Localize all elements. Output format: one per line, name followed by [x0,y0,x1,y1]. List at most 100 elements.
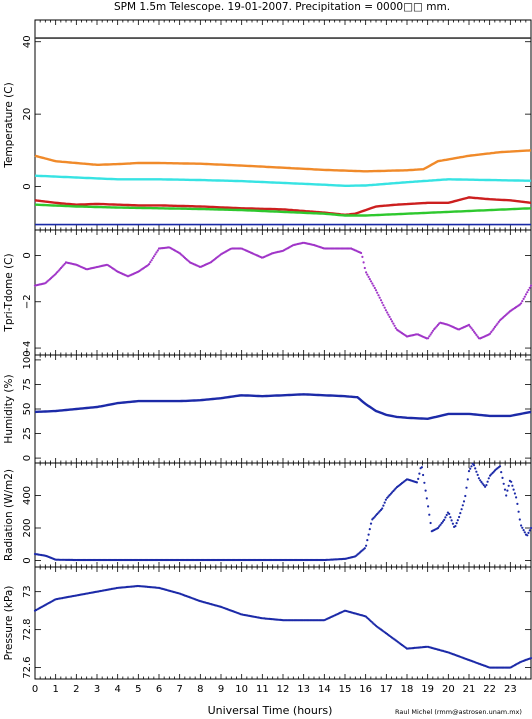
y-tick-label: 200 [22,518,33,537]
series-line-4 [35,203,532,217]
data-point [431,329,435,332]
data-point [474,332,477,335]
data-point [501,476,504,479]
data-point [529,657,532,660]
data-point [465,486,468,489]
data-point [429,333,432,336]
data-point [363,266,366,270]
x-axis-label: Universal Time (hours) [208,704,333,717]
data-point [372,517,375,520]
series-line-1 [34,149,532,173]
data-point [489,332,492,335]
data-point [484,485,487,488]
panel-frame [34,19,532,231]
data-point [368,528,371,531]
y-axis-label: Temperature (C) [3,82,15,168]
data-point [495,324,498,327]
x-tick-label: 0 [32,684,38,695]
data-point [512,488,515,491]
y-tick-label: 73 [22,585,33,598]
y-tick-label: 72.8 [22,619,33,641]
data-point [506,489,509,492]
data-point [368,278,371,281]
data-point [513,492,517,495]
panel-2: 0 25 50 75 100 Humidity (%) [3,350,532,464]
data-point [150,259,153,262]
data-point [420,466,423,469]
data-point [148,263,151,266]
data-point [376,291,379,294]
y-tick-label: 0 [22,252,33,258]
data-point [365,271,368,274]
data-point [386,311,389,314]
data-point [459,511,462,515]
y-tick-label: 20 [22,108,33,121]
data-point [510,480,513,483]
data-point [455,522,458,525]
data-point [464,494,467,498]
data-point [383,306,386,309]
data-point [470,327,473,330]
y-tick-label: 0 [22,455,33,461]
panel-3: 0 200 400 Radiation (W/m2) [3,462,532,568]
data-point [381,507,384,510]
data-point [443,518,446,522]
data-point [415,481,418,484]
x-tick-label: 12 [277,684,290,695]
data-point [363,547,366,550]
data-point [444,516,447,519]
series-line-3 [34,196,532,217]
x-tick-label: 5 [135,684,141,695]
data-point [56,271,59,274]
data-point [476,473,479,476]
data-point [423,481,426,484]
x-tick-label: 15 [339,684,352,695]
data-point [388,494,391,497]
data-point [523,531,526,534]
series-line-2 [34,174,532,188]
data-point [427,337,430,340]
data-point [479,479,482,482]
data-point [526,291,529,294]
data-point [507,484,510,487]
data-point [491,329,494,332]
x-tick-label: 11 [256,684,269,695]
data-point [391,491,394,494]
data-point [467,323,471,326]
data-point [472,464,476,467]
y-tick-label: 50 [22,403,33,416]
data-point [528,529,531,532]
data-point [511,484,514,487]
data-point [151,257,154,260]
data-point [440,522,443,525]
data-point [481,482,484,485]
x-tick-label: 3 [94,684,100,695]
y-tick-label: −4 [22,341,33,356]
data-point [529,526,532,530]
y-tick-label: 75 [22,378,33,391]
data-point [467,470,471,473]
data-point [470,465,473,468]
y-tick-label: −2 [22,294,33,309]
data-point [422,473,425,477]
data-point [369,280,373,283]
data-point [505,494,508,497]
x-tick-label: 1 [52,684,58,695]
data-point [372,284,375,287]
data-point [382,304,385,307]
data-point [522,529,525,532]
data-point [526,534,529,537]
data-point [379,299,383,302]
panel-frame [34,566,532,680]
x-tick-label: 8 [197,684,203,695]
data-point [365,544,368,547]
data-point [155,251,158,254]
data-point [469,467,472,470]
data-point [493,325,497,328]
data-point [482,484,485,487]
data-point [477,477,480,480]
y-tick-label: 100 [22,350,33,369]
data-point [367,275,370,278]
data-point [523,295,526,298]
data-point [476,335,479,338]
